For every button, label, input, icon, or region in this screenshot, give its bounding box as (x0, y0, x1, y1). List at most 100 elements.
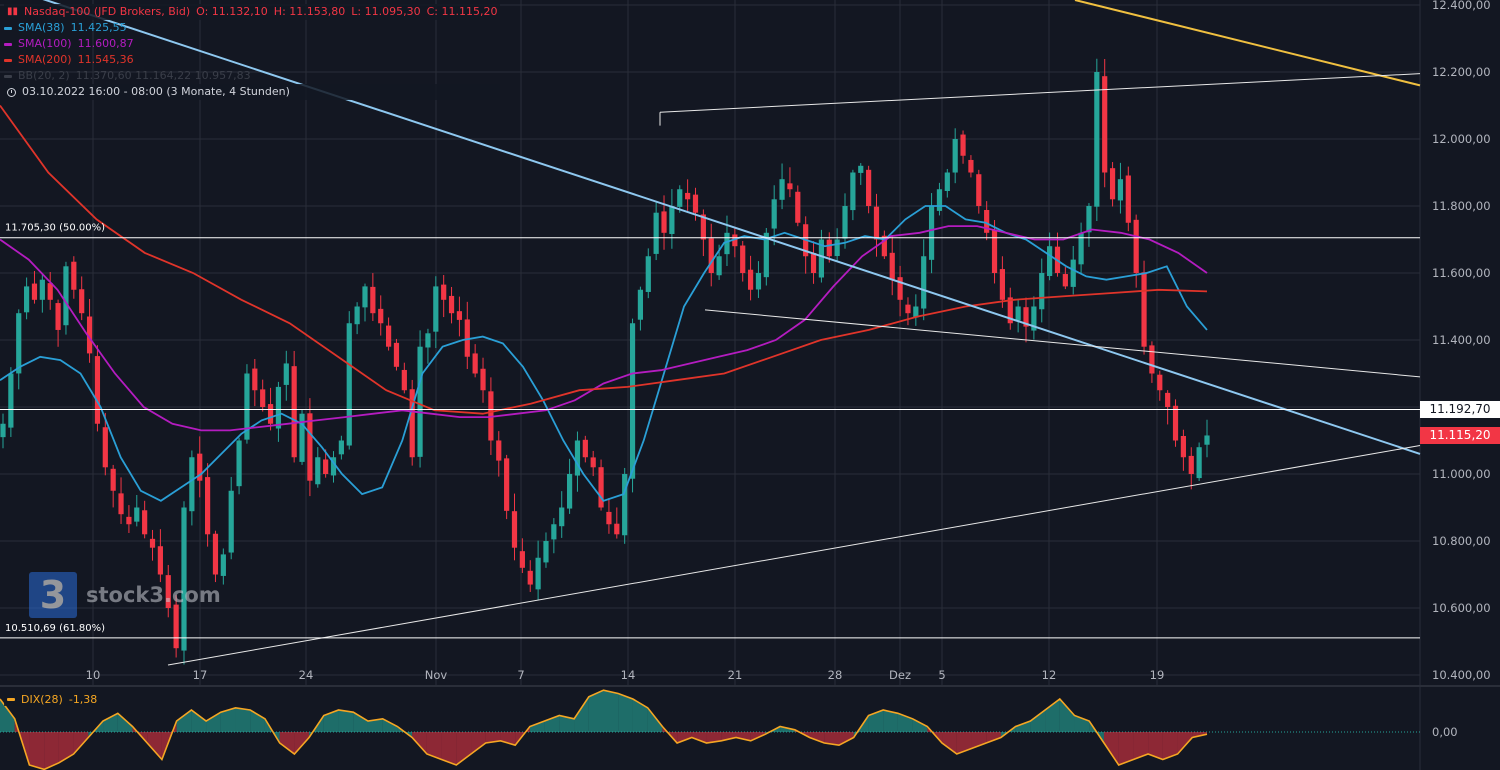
candle-down (1149, 345, 1155, 374)
dix-area-negative (412, 732, 427, 754)
candle-down (590, 457, 596, 468)
period-row[interactable]: 03.10.2022 16:00 - 08:00 (3 Monate, 4 St… (4, 84, 501, 100)
candle-up (629, 323, 636, 479)
sma100-line (0, 225, 1208, 432)
dix-zero-label: 0,00 (1432, 725, 1458, 739)
indicator-sma200[interactable]: SMA(200) 11.545,36 (4, 52, 500, 68)
candle-down (692, 194, 699, 213)
candle-up (354, 306, 360, 325)
candle-down (267, 404, 274, 424)
candle-down (732, 234, 738, 247)
dix-area-negative (1177, 732, 1193, 754)
candle-down (323, 459, 329, 474)
watermark: 3 stock3.com (29, 572, 221, 618)
candle-down (260, 389, 266, 407)
candle-up (0, 423, 6, 438)
time-tick-label: Nov (425, 668, 448, 682)
candle-down (661, 211, 667, 233)
candle-down (448, 295, 455, 314)
candle-up (936, 189, 943, 211)
candle-up (653, 212, 659, 254)
candle-up (669, 206, 675, 234)
dix-area-positive (529, 721, 545, 732)
candle-up (362, 286, 368, 308)
candle-down (205, 477, 211, 535)
candle-down (1125, 175, 1131, 223)
indicator-name: SMA(200) (18, 53, 72, 66)
dix-legend[interactable]: DIX(28) -1,38 (4, 693, 101, 706)
candle-up (551, 524, 557, 540)
candle-up (913, 306, 919, 318)
candle-down (984, 210, 990, 233)
dix-area-positive (559, 715, 575, 732)
dix-area-negative (58, 732, 74, 763)
candle-up (433, 286, 439, 332)
candle-up (952, 139, 958, 173)
dix-area-positive (632, 699, 648, 732)
candle-up (1031, 306, 1037, 331)
candle-up (1094, 72, 1100, 207)
candle-down (118, 493, 124, 515)
dix-area-positive (544, 715, 560, 732)
dix-area-negative (706, 732, 722, 743)
moving-averages-layer (0, 104, 1208, 502)
ohlc-close: C: 11.115,20 (426, 5, 498, 18)
indicator-sma100[interactable]: SMA(100) 11.600,87 (4, 36, 500, 52)
candle-up (244, 373, 250, 440)
dix-area-negative (1148, 732, 1163, 760)
price-tag-last: 11.115,20 (1420, 427, 1500, 445)
candle-down (582, 439, 588, 458)
dix-name: DIX(28) (21, 693, 63, 706)
candle-down (212, 533, 219, 575)
candle-down (598, 467, 604, 508)
candle-down (252, 368, 258, 391)
price-tick-label: 11.800,00 (1432, 199, 1491, 213)
candle-down (685, 192, 691, 200)
fib-level-label: 11.705,30 (50.00%) (5, 223, 105, 234)
dix-area-positive (103, 713, 118, 732)
indicator-sma38[interactable]: SMA(38) 11.425,55 (4, 20, 500, 36)
dix-area-positive (353, 712, 368, 732)
candle-up (425, 333, 431, 348)
dix-area-positive (367, 718, 383, 732)
price-tick-label: 11.600,00 (1432, 266, 1491, 280)
price-axis[interactable]: 12.400,00 12.200,00 12.000,00 11.800,00 11.6… (1432, 0, 1491, 682)
indicator-bb[interactable]: BB(20, 2) 11.370,60 11.164,22 10.957,83 (4, 68, 500, 84)
candle-down (700, 214, 706, 240)
candle-down (1188, 455, 1194, 474)
candle-down (1007, 297, 1013, 324)
dix-area-positive (883, 710, 898, 732)
instrument-row[interactable]: ▮▮ Nasdaq-100 (JFD Brokers, Bid) O: 11.1… (4, 4, 501, 20)
downtrend-line (42, 0, 1421, 455)
candle-up (181, 507, 187, 651)
stock3-logo-icon: 3 (29, 572, 77, 618)
candle-up (338, 440, 344, 455)
channel-upper-line (659, 73, 1421, 113)
candle-down (173, 604, 179, 649)
dix-area-positive (0, 699, 15, 732)
dix-area-negative (44, 732, 59, 770)
candle-up (1204, 435, 1210, 445)
candle-down (456, 311, 463, 320)
price-tag-level-text: 11.192,70 (1429, 402, 1491, 417)
candle-up (763, 232, 769, 278)
candle-down (991, 229, 998, 273)
candle-up (275, 386, 282, 429)
candle-up (755, 273, 762, 290)
watermark-text: stock3.com (86, 583, 221, 607)
candle-down (149, 538, 156, 548)
dix-area-positive (250, 710, 265, 732)
candle-down (905, 304, 911, 314)
candle-down (826, 239, 832, 257)
sma100-swatch (4, 42, 12, 46)
dix-area-positive (868, 710, 884, 732)
clock-icon (7, 87, 16, 97)
candle-down (441, 284, 447, 300)
time-axis[interactable]: 10 17 24 Nov 7 14 21 28 Dez 5 12 19 (86, 668, 1165, 682)
dix-area-negative (471, 732, 486, 754)
candle-up (574, 440, 581, 476)
dix-area-positive (176, 710, 192, 732)
dix-panel[interactable]: 0,00 (0, 689, 1458, 770)
dix-area-negative (500, 732, 516, 746)
